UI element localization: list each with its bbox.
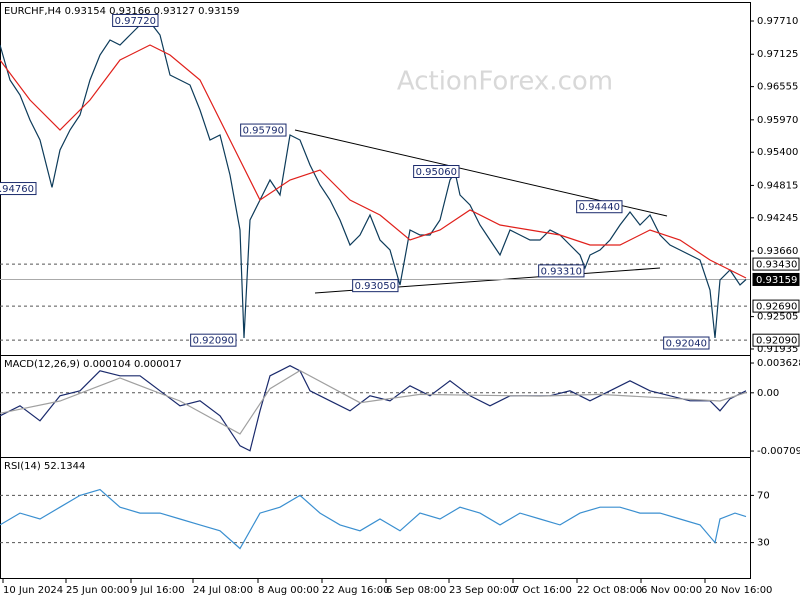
price-label-box xyxy=(0,182,37,196)
price-label: 0.93310 xyxy=(541,266,582,277)
y-tick-label: 70 xyxy=(757,490,770,501)
price-label: 0.93050 xyxy=(355,281,396,292)
price-label-box xyxy=(240,123,287,137)
x-tick-label: 6 Sep 08:00 xyxy=(386,585,446,596)
x-tick-label: 22 Aug 16:00 xyxy=(322,585,389,596)
x-tick-label: 10 Jun 2024 xyxy=(3,585,63,596)
price-label: 0.95060 xyxy=(416,167,457,178)
y-tick-label: 0.97710 xyxy=(757,16,798,27)
series-line xyxy=(0,21,747,339)
y-tick-label: -0.007093 xyxy=(757,446,800,457)
x-tick-label: 8 Aug 00:00 xyxy=(258,585,319,596)
level-label-box xyxy=(752,333,800,347)
price-label: 0.95790 xyxy=(243,126,284,137)
price-label-box xyxy=(190,333,237,347)
price-label-box xyxy=(413,165,460,179)
y-tick-label: 0.94245 xyxy=(757,213,798,224)
y-tick-label: 0.00 xyxy=(757,388,779,399)
series-line xyxy=(0,369,747,435)
price-label-box xyxy=(663,336,710,350)
level-label: 0.93430 xyxy=(756,260,797,271)
price-label: 0.94760 xyxy=(0,184,34,195)
level-label: 0.92090 xyxy=(756,336,797,347)
y-tick-label: 0.95970 xyxy=(757,115,798,126)
price-label-box xyxy=(112,13,159,27)
y-tick-label: 0.003628 xyxy=(757,358,800,369)
y-tick-label: 0.91935 xyxy=(757,344,798,355)
panel-title: EURCHF,H4 0.93154 0.93166 0.93127 0.9315… xyxy=(4,6,240,17)
x-tick-label: 22 Oct 08:00 xyxy=(577,585,642,596)
panel-frame xyxy=(0,457,751,579)
x-tick-label: 20 Nov 16:00 xyxy=(705,585,772,596)
y-tick-label: 0.95400 xyxy=(757,147,798,158)
series-line xyxy=(0,44,747,279)
series-line xyxy=(0,488,747,550)
price-label: 0.97720 xyxy=(115,16,156,27)
panel-title: RSI(14) 52.1344 xyxy=(4,461,85,472)
y-tick-label: 0.92505 xyxy=(757,312,798,323)
y-tick-label: 30 xyxy=(757,538,770,549)
x-tick-label: 9 Jul 16:00 xyxy=(131,585,185,596)
price-label: 0.94440 xyxy=(579,202,620,213)
price-label: 0.92040 xyxy=(666,339,707,350)
series-line xyxy=(0,365,747,452)
x-tick-label: 6 Nov 00:00 xyxy=(641,585,702,596)
price-label-box xyxy=(538,264,585,278)
y-tick-label: 0.93660 xyxy=(757,246,798,257)
last-price-label: 0.93159 xyxy=(756,275,797,286)
level-label: 0.92690 xyxy=(756,302,797,313)
x-tick-label: 24 Jul 08:00 xyxy=(193,585,253,596)
x-tick-label: 25 Jun 00:00 xyxy=(66,585,130,596)
price-label: 0.92090 xyxy=(193,336,234,347)
price-label-box xyxy=(352,279,399,293)
watermark: ActionForex.com xyxy=(397,67,613,97)
y-tick-label: 0.97125 xyxy=(757,49,798,60)
x-tick-label: 7 Oct 16:00 xyxy=(513,585,572,596)
y-tick-label: 0.96555 xyxy=(757,82,798,93)
x-tick-label: 23 Sep 00:00 xyxy=(449,585,516,596)
level-label-box xyxy=(752,299,800,313)
last-price-label-box xyxy=(752,272,800,286)
level-label-box xyxy=(752,257,800,271)
y-tick-label: 0.94815 xyxy=(757,180,798,191)
panel-title: MACD(12,26,9) 0.000104 0.000017 xyxy=(4,359,182,370)
price-label-box xyxy=(576,200,623,214)
